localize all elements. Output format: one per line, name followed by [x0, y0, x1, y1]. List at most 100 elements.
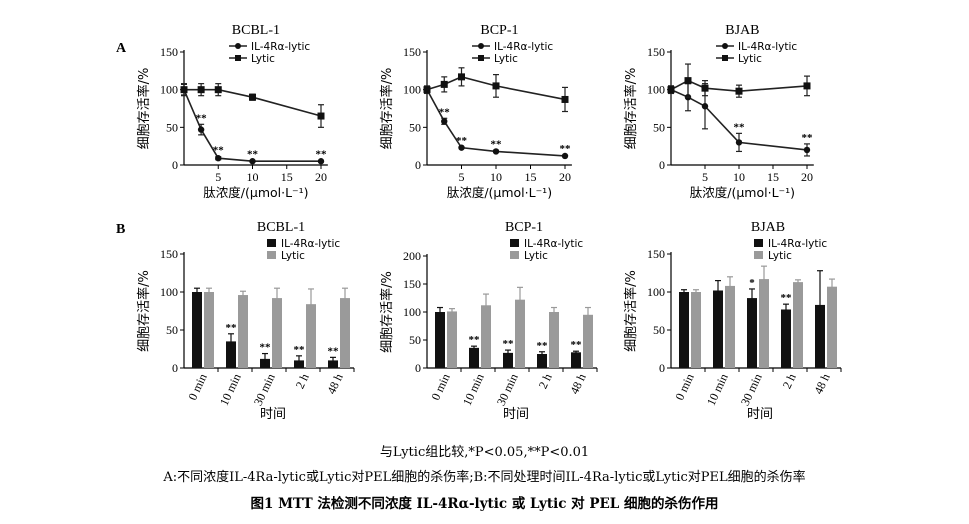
y-tick-label: 50 — [409, 333, 421, 347]
bar — [306, 304, 316, 368]
y-tick-label: 50 — [166, 323, 178, 337]
y-tick-label: 0 — [172, 361, 178, 375]
significance-label: ** — [802, 132, 814, 144]
data-point — [423, 86, 431, 94]
significance-label: ** — [491, 139, 503, 151]
bar — [537, 354, 547, 368]
x-tick-label: 0 min — [672, 371, 696, 402]
y-tick-label: 0 — [172, 158, 178, 172]
significance-label: ** — [260, 342, 272, 354]
x-tick-label: 5 — [215, 170, 221, 184]
y-axis-label: 细胞存活率/% — [379, 68, 395, 150]
data-point — [492, 82, 500, 90]
x-tick-label: 20 — [801, 170, 813, 184]
significance-label: ** — [537, 340, 549, 352]
bar — [226, 341, 236, 368]
y-tick-label: 0 — [659, 361, 665, 375]
figure-caption: A:不同浓度IL-4Ra-lytic或Lytic对PEL细胞的杀伤率;B:不同处… — [163, 470, 806, 485]
legend-marker — [235, 43, 241, 49]
significance-label: ** — [196, 112, 208, 124]
data-point — [561, 152, 569, 160]
x-tick-label: 15 — [281, 170, 293, 184]
y-tick-label: 0 — [415, 158, 421, 172]
x-tick-label: 0 min — [428, 371, 452, 402]
chart-a-bcbl-1: BCBL-1 0 50 100 150 5 10 15 20 肽浓度/(μmol·L⁻¹) 细胞存活… — [136, 23, 328, 200]
chart-title: BCP-1 — [480, 23, 518, 38]
chart-a-bcp-1: BCP-1 0 50 100 150 5 10 15 20 肽浓度/(μmol·L⁻¹) 细胞存活率… — [379, 23, 572, 200]
legend-label: Lytic — [251, 53, 275, 65]
x-tick-label: 48 h — [811, 371, 833, 396]
data-point — [197, 86, 205, 94]
y-tick-label: 50 — [653, 323, 665, 337]
x-tick-label: 10 — [490, 170, 502, 184]
legend-swatch — [754, 251, 763, 259]
chart-b-bcbl-1: BCBL-1 0 50 100 150 0 min 10 min ** 30 min ** 2 h *… — [136, 220, 355, 422]
significance-label: ** — [328, 345, 340, 357]
data-point — [561, 95, 569, 103]
y-tick-label: 150 — [403, 277, 421, 291]
x-tick-label: 30 min — [251, 371, 278, 407]
significance-label: * — [749, 277, 755, 289]
y-tick-label: 0 — [415, 361, 421, 375]
y-tick-label: 50 — [166, 120, 178, 134]
chart-title: BCBL-1 — [232, 23, 280, 38]
y-tick-label: 150 — [647, 247, 665, 261]
chart-title: BCBL-1 — [257, 220, 305, 235]
y-tick-label: 100 — [160, 83, 178, 97]
bar — [583, 314, 593, 368]
bar — [713, 290, 723, 368]
y-tick-label: 100 — [403, 83, 421, 97]
data-point — [214, 86, 222, 94]
x-axis-label: 肽浓度/(μmol·L⁻¹) — [203, 185, 308, 200]
data-point — [180, 86, 188, 94]
y-axis-label: 细胞存活率/% — [136, 270, 152, 352]
legend-swatch — [267, 239, 276, 247]
figure-title: 图1 MTT 法检测不同浓度 IL-4Rα-lytic 或 Lytic 对 PE… — [250, 496, 719, 512]
significance-label: ** — [456, 135, 468, 147]
chart-title: BJAB — [751, 220, 785, 235]
x-tick-label: 2 h — [780, 371, 799, 391]
bar — [827, 286, 837, 368]
y-axis-label: 细胞存活率/% — [623, 68, 639, 150]
significance-label: ** — [294, 344, 306, 356]
data-point — [317, 112, 325, 120]
significance-label: ** — [213, 145, 225, 157]
significance-label: ** — [781, 292, 793, 304]
bar — [272, 298, 282, 368]
x-tick-label: 10 min — [460, 371, 487, 407]
x-tick-label: 10 — [247, 170, 259, 184]
x-tick-label: 0 min — [185, 371, 209, 402]
legend-label: IL-4Rα-lytic — [738, 41, 797, 53]
data-point — [735, 139, 743, 146]
data-point — [667, 86, 675, 94]
significance-label: ** — [560, 143, 572, 155]
legend-marker — [722, 55, 728, 61]
bar — [204, 292, 214, 368]
bar — [781, 309, 791, 368]
bar — [503, 352, 513, 368]
significance-label: ** — [226, 322, 238, 334]
data-point — [249, 93, 256, 101]
x-tick-label: 20 — [315, 170, 327, 184]
significance-label: ** — [571, 339, 583, 351]
chart-title: BJAB — [725, 23, 759, 38]
bar — [793, 282, 803, 368]
chart-b-bjab: BJAB 0 50 100 150 0 min 10 min 30 min * 2 h ** 48 h… — [623, 220, 842, 422]
legend-label: IL-4Rα-lytic — [768, 238, 827, 250]
legend-swatch — [267, 251, 276, 259]
data-point — [735, 87, 743, 95]
bar — [435, 312, 445, 368]
chart-a-bjab: BJAB 0 50 100 150 5 10 15 20 肽浓度/(μmol·L⁻¹) 细胞存活率/… — [623, 23, 814, 200]
panel-label-a: A — [116, 41, 127, 56]
y-tick-label: 150 — [647, 45, 665, 59]
data-point — [249, 158, 256, 165]
y-tick-label: 0 — [659, 158, 665, 172]
x-axis-label: 肽浓度/(μmol·L⁻¹) — [690, 185, 795, 200]
bar — [571, 352, 581, 368]
legend-label: IL-4Rα-lytic — [494, 41, 553, 53]
x-tick-label: 5 — [459, 170, 465, 184]
legend-label: Lytic — [768, 250, 792, 262]
legend-marker — [235, 55, 241, 61]
bar — [759, 279, 769, 368]
